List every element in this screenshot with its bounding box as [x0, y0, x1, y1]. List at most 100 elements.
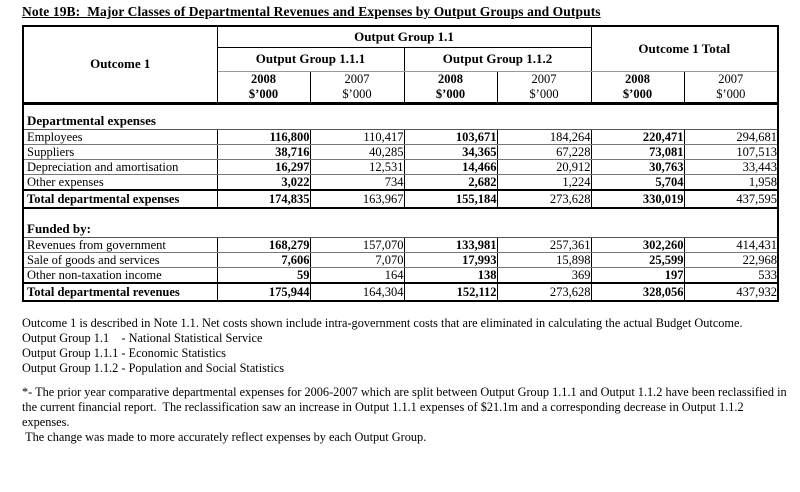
year-header: 2008 $’000	[590, 71, 685, 105]
year-header: 2008 $’000	[403, 71, 497, 105]
cell-value: 16,297	[216, 159, 310, 175]
cell-value: 3,022	[216, 174, 310, 191]
cell-value: 164,304	[309, 282, 404, 302]
cell-value: 273,628	[496, 282, 592, 302]
cell-value: 138	[403, 267, 497, 284]
cell-value: 184,264	[496, 129, 592, 145]
cell-value: 533	[683, 267, 779, 284]
cell-value: 414,431	[683, 237, 779, 253]
departmental-revenues-expenses-table: Outcome 1 Output Group 1.1 Outcome 1 Tot…	[22, 25, 780, 302]
cell-value: 73,081	[590, 144, 685, 160]
cell-value: 17,993	[403, 252, 497, 268]
cell-value: 437,932	[683, 282, 779, 302]
cell-value: 7,606	[216, 252, 310, 268]
cell-value: 59	[216, 267, 310, 284]
cell-value: 220,471	[590, 129, 685, 145]
description-line: Output Group 1.1.2 - Population and Soci…	[22, 361, 284, 375]
cell-value: 22,968	[683, 252, 779, 268]
outcome-total-header: Outcome 1 Total	[590, 26, 779, 72]
outcome-description: Outcome 1 is described in Note 1.1. Net …	[22, 316, 792, 376]
table-row: Other expenses 3,022 734 2,682 1,224 5,7…	[23, 174, 779, 191]
cell-value: 14,466	[403, 159, 497, 175]
cell-value: 30,763	[590, 159, 685, 175]
cell-value: 15,898	[496, 252, 592, 268]
output-group-1-1-header: Output Group 1.1	[217, 26, 592, 48]
row-label: Total departmental revenues	[23, 282, 217, 302]
description-line: Output Group 1.1.1 - Economic Statistics	[22, 346, 226, 360]
total-revenues-row: Total departmental revenues 175,944 164,…	[23, 282, 779, 302]
header-row-subgroup: Output Group 1.1.1 Output Group 1.1.2	[23, 47, 778, 72]
header-row-years: 2008 $’000 2007 $’000 2008 $’000 2007 $’000 …	[23, 71, 779, 105]
cell-value: 1,958	[683, 174, 779, 191]
cell-value: 25,599	[590, 252, 685, 268]
row-label: Suppliers	[23, 144, 217, 160]
cell-value: 294,681	[683, 129, 779, 145]
row-label: Employees	[23, 129, 217, 145]
cell-value: 163,967	[309, 189, 404, 209]
cell-value: 197	[590, 267, 685, 284]
year-header: 2007 $’000	[309, 71, 404, 105]
year-header: 2007 $’000	[496, 71, 592, 105]
section-header-expenses: Departmental expenses	[23, 113, 779, 130]
cell-value: 157,070	[309, 237, 404, 253]
total-expenses-row: Total departmental expenses 174,835 163,…	[23, 189, 779, 209]
cell-value: 34,365	[403, 144, 497, 160]
cell-value: 1,224	[496, 174, 592, 191]
row-label: Other expenses	[23, 174, 217, 191]
cell-value: 133,981	[403, 237, 497, 253]
spacer-row	[23, 208, 778, 221]
year-header: 2007 $’000	[683, 71, 779, 105]
note-title: Note 19B: Major Classes of Departmental …	[22, 4, 601, 19]
cell-value: 38,716	[216, 144, 310, 160]
footnote-line: The change was made to more accurately r…	[22, 430, 427, 444]
output-group-1-1-1-header: Output Group 1.1.1	[217, 47, 404, 72]
table-row: Other non-taxation income 59 164 138 369…	[23, 267, 779, 284]
table-row: Depreciation and amortisation 16,297 12,…	[23, 159, 779, 175]
cell-value: 437,595	[683, 189, 779, 209]
cell-value: 152,112	[403, 282, 497, 302]
row-label: Total departmental expenses	[23, 189, 217, 209]
outcome-header: Outcome 1	[23, 26, 218, 105]
cell-value: 7,070	[309, 252, 404, 268]
footnote-line: *- The prior year comparative department…	[22, 385, 787, 399]
cell-value: 174,835	[216, 189, 310, 209]
row-label: Revenues from government	[23, 237, 217, 253]
cell-value: 5,704	[590, 174, 685, 191]
cell-value: 369	[496, 267, 592, 284]
description-line: Outcome 1 is described in Note 1.1. Net …	[22, 316, 743, 330]
table-row: Revenues from government 168,279 157,070…	[23, 237, 779, 253]
cell-value: 257,361	[496, 237, 592, 253]
cell-value: 40,285	[309, 144, 404, 160]
cell-value: 12,531	[309, 159, 404, 175]
cell-value: 2,682	[403, 174, 497, 191]
table-row: Employees 116,800 110,417 103,671 184,26…	[23, 129, 779, 145]
row-label: Sale of goods and services	[23, 252, 217, 268]
cell-value: 273,628	[496, 189, 592, 209]
cell-value: 175,944	[216, 282, 310, 302]
footnote-line: the current financial report. The reclas…	[22, 400, 747, 429]
cell-value: 734	[309, 174, 404, 191]
reclassification-footnote: *- The prior year comparative department…	[22, 385, 792, 445]
spacer-row	[23, 103, 778, 113]
description-line: Output Group 1.1 - National Statistical …	[22, 331, 263, 345]
cell-value: 116,800	[216, 129, 310, 145]
cell-value: 103,671	[403, 129, 497, 145]
row-label: Depreciation and amortisation	[23, 159, 217, 175]
cell-value: 110,417	[309, 129, 404, 145]
cell-value: 328,056	[590, 282, 685, 302]
row-label: Other non-taxation income	[23, 267, 217, 284]
cell-value: 164	[309, 267, 404, 284]
table-row: Suppliers 38,716 40,285 34,365 67,228 73…	[23, 144, 779, 160]
cell-value: 330,019	[590, 189, 685, 209]
year-header: 2008 $’000	[217, 71, 310, 105]
output-group-1-1-2-header: Output Group 1.1.2	[403, 47, 592, 72]
cell-value: 155,184	[403, 189, 497, 209]
cell-value: 67,228	[496, 144, 592, 160]
section-header-funded-by: Funded by:	[23, 221, 779, 238]
cell-value: 168,279	[216, 237, 310, 253]
table-row: Sale of goods and services 7,606 7,070 1…	[23, 252, 779, 268]
cell-value: 107,513	[683, 144, 779, 160]
cell-value: 302,260	[590, 237, 685, 253]
header-row-group: Outcome 1 Output Group 1.1 Outcome 1 Tot…	[23, 26, 779, 105]
